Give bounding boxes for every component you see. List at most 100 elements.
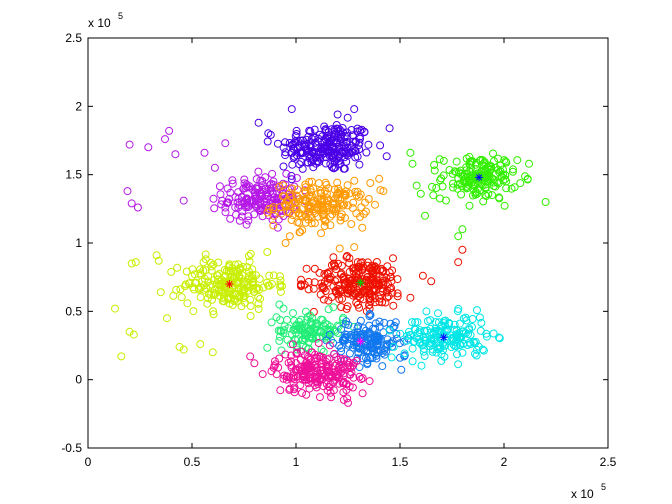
data-point	[226, 188, 235, 197]
data-point	[301, 180, 310, 189]
data-point	[228, 291, 237, 300]
data-point	[295, 324, 304, 333]
data-point	[337, 325, 346, 334]
data-point	[323, 386, 332, 395]
data-point	[263, 248, 272, 256]
data-point	[366, 297, 375, 306]
data-point	[240, 199, 249, 208]
data-point	[389, 342, 398, 351]
data-point	[242, 182, 251, 191]
y-tick-label: 1	[75, 236, 82, 250]
data-point	[266, 187, 275, 195]
data-point	[281, 239, 290, 247]
data-point	[279, 181, 288, 190]
cluster-3	[263, 174, 388, 253]
data-point	[261, 173, 270, 182]
data-point	[221, 208, 230, 217]
data-point	[301, 218, 310, 227]
data-point	[311, 373, 320, 382]
data-point	[435, 194, 444, 203]
data-point	[331, 194, 340, 203]
data-point	[450, 325, 459, 334]
data-point	[287, 357, 295, 366]
data-point	[293, 345, 302, 354]
y-tick-label: 2	[75, 99, 82, 113]
data-point	[289, 309, 297, 318]
data-point	[356, 126, 365, 135]
data-point	[416, 189, 425, 198]
data-point	[411, 325, 420, 334]
data-point	[285, 189, 294, 198]
data-point	[256, 199, 265, 208]
y-tick-label: 0	[75, 373, 82, 387]
data-point	[319, 295, 328, 304]
y-tick-label: -0.5	[61, 441, 82, 455]
data-point	[454, 232, 463, 241]
data-point	[221, 289, 230, 298]
data-point	[297, 315, 305, 324]
data-point	[300, 199, 309, 208]
data-point	[337, 303, 346, 311]
data-point	[317, 315, 326, 324]
data-point	[169, 291, 178, 300]
data-point	[341, 191, 350, 199]
data-point	[396, 353, 404, 362]
data-point	[261, 184, 269, 193]
y-tick-label: 0.5	[65, 304, 82, 318]
data-point	[303, 315, 312, 324]
data-point	[320, 144, 328, 153]
data-point	[349, 341, 358, 350]
data-point	[310, 264, 319, 273]
data-point	[439, 156, 448, 165]
data-point	[467, 171, 476, 180]
data-point	[263, 343, 272, 352]
data-point	[279, 162, 288, 171]
data-point	[304, 132, 313, 141]
cluster-center-marker	[356, 337, 365, 346]
y-axis-multiplier: x 10 5	[88, 11, 123, 30]
data-point	[290, 375, 299, 383]
data-point	[209, 307, 218, 316]
data-point	[340, 275, 349, 284]
data-point	[242, 180, 251, 189]
data-point	[513, 156, 522, 165]
data-point	[483, 167, 492, 176]
data-point	[188, 272, 197, 281]
data-point	[265, 281, 274, 290]
data-point	[353, 258, 362, 267]
data-point	[385, 326, 394, 335]
cluster-9	[385, 304, 504, 370]
data-point	[421, 211, 429, 220]
data-point	[385, 124, 394, 133]
data-point	[429, 191, 438, 200]
data-point	[182, 267, 191, 276]
data-point	[466, 330, 475, 339]
data-point	[263, 137, 272, 146]
data-point	[462, 154, 471, 163]
data-point	[131, 258, 140, 267]
data-point	[375, 317, 384, 326]
data-point	[304, 285, 313, 294]
data-point	[516, 179, 525, 188]
data-point	[450, 320, 459, 329]
data-point	[229, 274, 238, 283]
data-point	[475, 313, 484, 322]
data-point	[430, 166, 439, 175]
data-point	[384, 292, 393, 301]
data-point	[321, 216, 330, 225]
data-point	[477, 318, 486, 327]
data-point	[276, 386, 285, 395]
data-point	[347, 147, 356, 156]
data-point	[268, 196, 277, 205]
data-point	[245, 257, 254, 266]
data-point	[397, 365, 406, 374]
data-point	[355, 192, 363, 201]
data-point	[331, 207, 340, 216]
data-point	[358, 344, 367, 353]
data-point	[387, 284, 396, 292]
data-point	[366, 353, 375, 362]
data-point	[476, 155, 485, 164]
data-point	[219, 294, 228, 303]
data-point	[306, 143, 315, 152]
data-point	[376, 290, 385, 299]
